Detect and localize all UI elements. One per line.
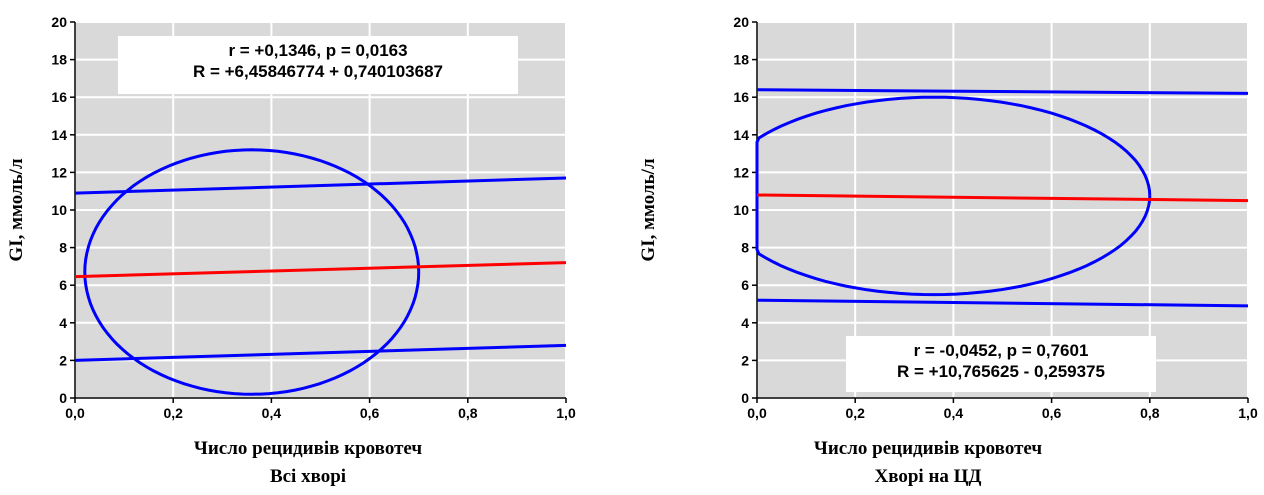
upper-bound-line bbox=[756, 88, 1249, 95]
x-axis-label: Число рецидивів кровотеч bbox=[813, 438, 1043, 459]
x-tick-label: 0,6 bbox=[360, 405, 380, 421]
x-tick-label: 0,2 bbox=[163, 405, 183, 421]
y-tick-label: 0 bbox=[59, 390, 67, 406]
y-tick-label: 12 bbox=[733, 164, 749, 180]
chart-panel-cd: 0,0 0,2 0,4 0,6 0,8 1,0 0 2 4 6 8 10 12 14 16 18 20 GI, м… bbox=[632, 0, 1264, 495]
x-tick-label: 0,2 bbox=[845, 405, 865, 421]
y-axis-label: GI, ммоль/л bbox=[6, 158, 27, 262]
lower-bound-line bbox=[756, 298, 1249, 308]
x-tick-label: 0,8 bbox=[458, 405, 478, 421]
y-tick-label: 2 bbox=[741, 352, 749, 368]
y-tick-label: 4 bbox=[741, 315, 749, 331]
y-tick-label: 2 bbox=[59, 352, 67, 368]
x-tick-label: 1,0 bbox=[1238, 405, 1258, 421]
y-tick-label: 20 bbox=[51, 14, 67, 30]
y-tick-label: 10 bbox=[733, 202, 749, 218]
lower-bound-line bbox=[74, 343, 567, 362]
upper-bound-line bbox=[74, 176, 567, 195]
y-tick-label: 4 bbox=[59, 315, 67, 331]
x-tick-label: 0,6 bbox=[1042, 405, 1062, 421]
stats-regression: R = +10,765625 - 0,259375 bbox=[897, 362, 1105, 381]
x-axis-label: Число рецидивів кровотеч bbox=[193, 438, 423, 459]
y-tick-label: 14 bbox=[51, 127, 67, 143]
y-tick-label: 18 bbox=[733, 52, 749, 68]
y-tick-label: 6 bbox=[741, 277, 749, 293]
y-tick-label: 14 bbox=[733, 127, 749, 143]
x-tick-label: 0,4 bbox=[262, 405, 282, 421]
stats-regression: R = +6,45846774 + 0,740103687 bbox=[192, 62, 444, 81]
chart-subtitle: Всі хворі bbox=[269, 466, 347, 487]
y-tick-label: 10 bbox=[51, 202, 67, 218]
stats-correlation: r = -0,0452, p = 0,7601 bbox=[913, 341, 1089, 360]
y-tick-label: 16 bbox=[51, 89, 67, 105]
x-tick-label: 0,0 bbox=[65, 405, 85, 421]
stats-correlation: r = +0,1346, p = 0,0163 bbox=[228, 41, 408, 60]
regression-line bbox=[74, 261, 567, 279]
y-tick-label: 18 bbox=[51, 52, 67, 68]
y-tick-label: 16 bbox=[733, 89, 749, 105]
chart-svg-cd: 0,0 0,2 0,4 0,6 0,8 1,0 0 2 4 6 8 10 12 14 16 18 20 GI, м… bbox=[638, 14, 1258, 421]
y-tick-label: 8 bbox=[741, 240, 749, 256]
stats-annotation: r = -0,0452, p = 0,7601 R = +10,765625 -… bbox=[846, 336, 1156, 392]
x-tick-label: 0,0 bbox=[747, 405, 767, 421]
x-tick-label: 1,0 bbox=[556, 405, 576, 421]
y-axis-label: GI, ммоль/л bbox=[638, 158, 659, 262]
x-tick-label: 0,4 bbox=[944, 405, 964, 421]
stats-annotation: r = +0,1346, p = 0,0163 R = +6,45846774 … bbox=[118, 36, 518, 94]
y-tick-label: 12 bbox=[51, 164, 67, 180]
confidence-ellipse bbox=[83, 148, 421, 396]
x-tick-label: 0,8 bbox=[1140, 405, 1160, 421]
y-tick-label: 0 bbox=[741, 390, 749, 406]
y-tick-label: 20 bbox=[733, 14, 749, 30]
regression-line bbox=[756, 193, 1249, 203]
y-tick-label: 6 bbox=[59, 277, 67, 293]
chart-panel-all: 0,0 0,2 0,4 0,6 0,8 1,0 0 2 4 6 8 10 12 14 16 18 20 GI, м… bbox=[6, 14, 576, 487]
y-tick-label: 8 bbox=[59, 240, 67, 256]
chart-subtitle: Хворі на ЦД bbox=[874, 466, 982, 487]
